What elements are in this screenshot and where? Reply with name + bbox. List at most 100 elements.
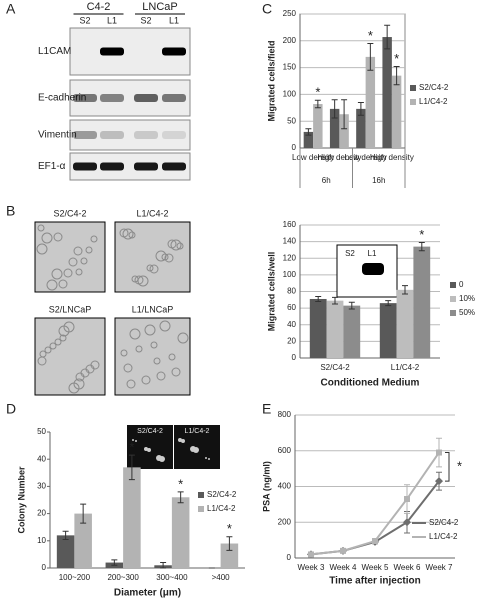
blot-band (100, 47, 124, 56)
error-bar (348, 301, 355, 310)
blot-band (134, 162, 158, 171)
x-tick-label: Week 5 (362, 563, 390, 572)
blot-lane: S2 (140, 15, 151, 25)
x-tick-label: High density (370, 153, 414, 162)
cell (44, 346, 52, 354)
cell (122, 228, 134, 240)
y-tick-label: 50 (287, 116, 296, 125)
marker (340, 547, 346, 554)
cell (58, 279, 68, 289)
x-tick-label: Week 3 (298, 563, 326, 572)
cell (168, 353, 176, 361)
colony (132, 439, 134, 441)
inset-image (127, 425, 173, 469)
x-tick-label: L1/C4-2 (391, 363, 420, 372)
cell (37, 224, 45, 232)
blot-group: LNCaP (142, 1, 177, 13)
y-tick-label: 40 (37, 454, 46, 463)
blot-strip (69, 119, 191, 151)
x-tick-label: >400 (212, 573, 231, 582)
y-tick-label: 0 (292, 353, 297, 362)
legend-swatch (450, 310, 456, 316)
y-tick-label: 600 (278, 446, 292, 455)
marker (435, 477, 443, 486)
blot-lane: L1 (169, 15, 179, 25)
y-tick-label: 0 (292, 143, 297, 152)
cell (41, 232, 53, 244)
error-bar (177, 491, 184, 504)
bar (329, 108, 340, 148)
x-tick-label: Low density (345, 153, 387, 162)
legend-label: L1/C4-2 (419, 97, 448, 106)
blot-row-label: Vimentin (38, 130, 77, 141)
cell (80, 257, 88, 265)
cell (85, 246, 93, 254)
cell (59, 334, 67, 342)
blot-lane: L1 (107, 15, 117, 25)
group-label: 6h (322, 176, 331, 185)
error-bar (332, 296, 338, 305)
error-bar (331, 99, 338, 119)
bar (382, 37, 392, 148)
significance: * (394, 51, 399, 66)
bar (379, 303, 397, 358)
colony (147, 448, 151, 452)
error-bar (315, 295, 322, 302)
legend-label: L1/C4-2 (207, 504, 236, 513)
y-tick-label: 40 (287, 320, 296, 329)
y-axis-title: Migrated cells/field (266, 40, 276, 121)
cell (156, 371, 166, 381)
error-bar (80, 503, 87, 524)
y-tick-label: 20 (287, 336, 296, 345)
cell (135, 345, 143, 353)
cell (164, 253, 174, 263)
cell (73, 246, 83, 256)
y-tick-label: 200 (278, 517, 292, 526)
micrograph (34, 221, 106, 293)
significance: * (419, 227, 424, 242)
blot-band (73, 94, 97, 102)
inset-image (174, 425, 220, 469)
legend-label: S2/C4-2 (429, 518, 459, 527)
blot-row-label: E-cadherin (38, 93, 86, 104)
bar (396, 289, 414, 358)
error-bar (226, 536, 233, 551)
cell (39, 350, 47, 358)
x-axis-title: Conditioned Medium (321, 378, 420, 389)
cell (75, 268, 83, 276)
error-bar (418, 241, 425, 252)
colony (181, 439, 185, 443)
marker (436, 449, 442, 456)
legend-swatch (198, 492, 204, 498)
y-tick-label: 60 (287, 303, 296, 312)
cell (150, 341, 158, 349)
blot-group: C4-2 (87, 1, 111, 13)
y-axis-title: Migrated cells/well (266, 252, 276, 332)
cell (90, 235, 98, 243)
y-tick-label: 50 (37, 427, 46, 436)
bar (339, 114, 349, 148)
blot-band (162, 131, 186, 139)
y-axis-title: Colony Number (16, 466, 26, 534)
colony (205, 457, 207, 459)
y-tick-label: 80 (287, 287, 296, 296)
micrograph (114, 221, 191, 293)
bar (309, 298, 327, 358)
blot-band (73, 131, 97, 139)
x-tick-label: 200~300 (107, 573, 139, 582)
y-tick-label: 250 (283, 9, 297, 18)
y-tick-label: 800 (278, 410, 292, 419)
cell (53, 232, 63, 242)
micrograph-label: S2/LNCaP (49, 304, 92, 314)
cell (131, 275, 139, 283)
cell (119, 228, 129, 238)
panel-letter: C (262, 1, 272, 17)
y-tick-label: 10 (37, 536, 46, 545)
cell (167, 239, 177, 249)
error-bar (402, 285, 408, 295)
inset-label: L1 (368, 249, 377, 258)
significance: * (227, 521, 232, 536)
cell (155, 250, 167, 262)
cell (49, 342, 57, 350)
